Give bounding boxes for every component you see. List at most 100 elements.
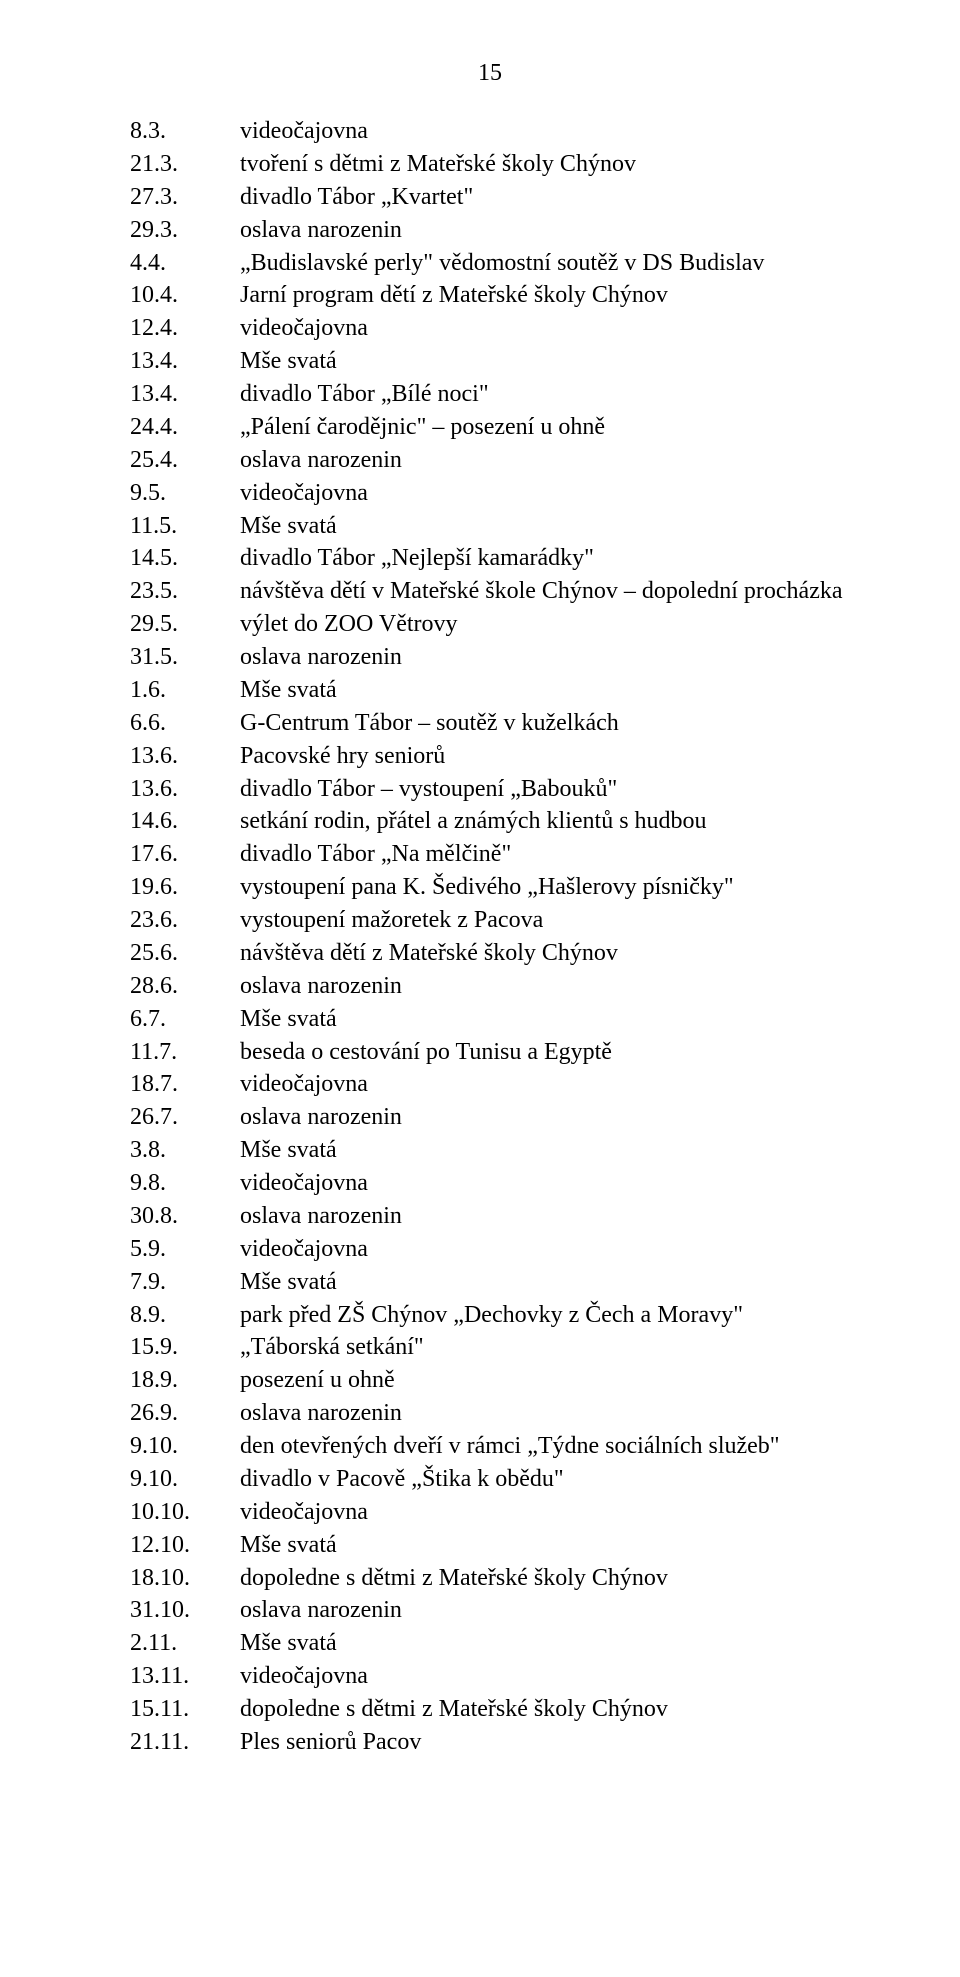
entry-row: 10.10.videočajovna — [130, 1496, 850, 1529]
entry-text: Mše svatá — [240, 1529, 850, 1562]
entry-text: divadlo Tábor „Kvartet" — [240, 181, 850, 214]
entry-text: Jarní program dětí z Mateřské školy Chýn… — [240, 279, 850, 312]
entry-row: 29.5.výlet do ZOO Větrovy — [130, 608, 850, 641]
entry-text: „Budislavské perly" vědomostní soutěž v … — [240, 247, 850, 280]
entry-text: videočajovna — [240, 312, 850, 345]
entry-date: 13.11. — [130, 1660, 240, 1693]
entry-text: výlet do ZOO Větrovy — [240, 608, 850, 641]
entry-date: 19.6. — [130, 871, 240, 904]
entry-row: 8.9.park před ZŠ Chýnov „Dechovky z Čech… — [130, 1299, 850, 1332]
entry-text: vystoupení mažoretek z Pacova — [240, 904, 850, 937]
entry-date: 1.6. — [130, 674, 240, 707]
entry-row: 6.6.G-Centrum Tábor – soutěž v kuželkách — [130, 707, 850, 740]
entry-text: divadlo v Pacově „Štika k obědu" — [240, 1463, 850, 1496]
entry-row: 19.6.vystoupení pana K. Šedivého „Hašler… — [130, 871, 850, 904]
entry-date: 9.5. — [130, 477, 240, 510]
entry-date: 9.10. — [130, 1463, 240, 1496]
entry-date: 2.11. — [130, 1627, 240, 1660]
entry-row: 1.6.Mše svatá — [130, 674, 850, 707]
entry-date: 18.10. — [130, 1562, 240, 1595]
entry-date: 13.4. — [130, 378, 240, 411]
entry-text: den otevřených dveří v rámci „Týdne soci… — [240, 1430, 850, 1463]
entry-row: 26.7.oslava narozenin — [130, 1101, 850, 1134]
entry-date: 21.11. — [130, 1726, 240, 1759]
entry-date: 28.6. — [130, 970, 240, 1003]
entry-row: 10.4.Jarní program dětí z Mateřské školy… — [130, 279, 850, 312]
entry-row: 13.11.videočajovna — [130, 1660, 850, 1693]
entry-row: 18.10.dopoledne s dětmi z Mateřské školy… — [130, 1562, 850, 1595]
entry-row: 29.3.oslava narozenin — [130, 214, 850, 247]
entry-date: 14.6. — [130, 805, 240, 838]
entry-date: 31.5. — [130, 641, 240, 674]
entry-row: 26.9.oslava narozenin — [130, 1397, 850, 1430]
entry-date: 31.10. — [130, 1594, 240, 1627]
entry-row: 15.11.dopoledne s dětmi z Mateřské školy… — [130, 1693, 850, 1726]
entry-row: 13.6.divadlo Tábor – vystoupení „Babouků… — [130, 773, 850, 806]
entry-date: 12.10. — [130, 1529, 240, 1562]
entry-row: 24.4.„Pálení čarodějnic" – posezení u oh… — [130, 411, 850, 444]
entry-row: 17.6.divadlo Tábor „Na mělčině" — [130, 838, 850, 871]
entry-row: 9.5.videočajovna — [130, 477, 850, 510]
entry-row: 18.7.videočajovna — [130, 1068, 850, 1101]
entry-row: 3.8.Mše svatá — [130, 1134, 850, 1167]
entry-row: 23.5.návštěva dětí v Mateřské škole Chýn… — [130, 575, 850, 608]
entry-date: 21.3. — [130, 148, 240, 181]
entry-text: Mše svatá — [240, 1266, 850, 1299]
entry-date: 25.6. — [130, 937, 240, 970]
entry-row: 5.9.videočajovna — [130, 1233, 850, 1266]
entry-text: návštěva dětí z Mateřské školy Chýnov — [240, 937, 850, 970]
entry-text: posezení u ohně — [240, 1364, 850, 1397]
entry-row: 25.4.oslava narozenin — [130, 444, 850, 477]
entry-row: 13.4.Mše svatá — [130, 345, 850, 378]
entry-text: oslava narozenin — [240, 444, 850, 477]
entry-text: videočajovna — [240, 115, 850, 148]
entry-date: 26.7. — [130, 1101, 240, 1134]
entries-list: 8.3.videočajovna21.3.tvoření s dětmi z M… — [130, 115, 850, 1759]
entry-date: 15.11. — [130, 1693, 240, 1726]
entry-text: beseda o cestování po Tunisu a Egyptě — [240, 1036, 850, 1069]
entry-date: 4.4. — [130, 247, 240, 280]
entry-text: Mše svatá — [240, 1134, 850, 1167]
entry-text: „Táborská setkání" — [240, 1331, 850, 1364]
entry-text: videočajovna — [240, 1660, 850, 1693]
entry-date: 13.4. — [130, 345, 240, 378]
entry-text: Mše svatá — [240, 674, 850, 707]
entry-date: 9.10. — [130, 1430, 240, 1463]
entry-row: 30.8.oslava narozenin — [130, 1200, 850, 1233]
entry-date: 13.6. — [130, 740, 240, 773]
entry-row: 23.6.vystoupení mažoretek z Pacova — [130, 904, 850, 937]
entry-text: divadlo Tábor – vystoupení „Babouků" — [240, 773, 850, 806]
entry-row: 13.4.divadlo Tábor „Bílé noci" — [130, 378, 850, 411]
entry-text: park před ZŠ Chýnov „Dechovky z Čech a M… — [240, 1299, 850, 1332]
entry-text: divadlo Tábor „Nejlepší kamarádky" — [240, 542, 850, 575]
entry-row: 12.4.videočajovna — [130, 312, 850, 345]
entry-date: 25.4. — [130, 444, 240, 477]
entry-text: videočajovna — [240, 1068, 850, 1101]
entry-text: oslava narozenin — [240, 970, 850, 1003]
entry-row: 31.5.oslava narozenin — [130, 641, 850, 674]
entry-row: 14.6.setkání rodin, přátel a známých kli… — [130, 805, 850, 838]
entry-text: videočajovna — [240, 1233, 850, 1266]
entry-row: 13.6.Pacovské hry seniorů — [130, 740, 850, 773]
entry-date: 11.7. — [130, 1036, 240, 1069]
entry-date: 3.8. — [130, 1134, 240, 1167]
entry-text: oslava narozenin — [240, 1594, 850, 1627]
entry-date: 15.9. — [130, 1331, 240, 1364]
entry-date: 23.6. — [130, 904, 240, 937]
entry-date: 10.10. — [130, 1496, 240, 1529]
entry-date: 6.7. — [130, 1003, 240, 1036]
entry-row: 9.10.divadlo v Pacově „Štika k obědu" — [130, 1463, 850, 1496]
entry-text: oslava narozenin — [240, 1200, 850, 1233]
entry-row: 11.7.beseda o cestování po Tunisu a Egyp… — [130, 1036, 850, 1069]
entry-text: oslava narozenin — [240, 214, 850, 247]
entry-row: 8.3.videočajovna — [130, 115, 850, 148]
entry-text: Pacovské hry seniorů — [240, 740, 850, 773]
entry-row: 18.9.posezení u ohně — [130, 1364, 850, 1397]
entry-date: 7.9. — [130, 1266, 240, 1299]
entry-text: setkání rodin, přátel a známých klientů … — [240, 805, 850, 838]
entry-text: „Pálení čarodějnic" – posezení u ohně — [240, 411, 850, 444]
entry-text: oslava narozenin — [240, 1397, 850, 1430]
entry-row: 21.11.Ples seniorů Pacov — [130, 1726, 850, 1759]
entry-date: 29.5. — [130, 608, 240, 641]
entry-row: 11.5.Mše svatá — [130, 510, 850, 543]
